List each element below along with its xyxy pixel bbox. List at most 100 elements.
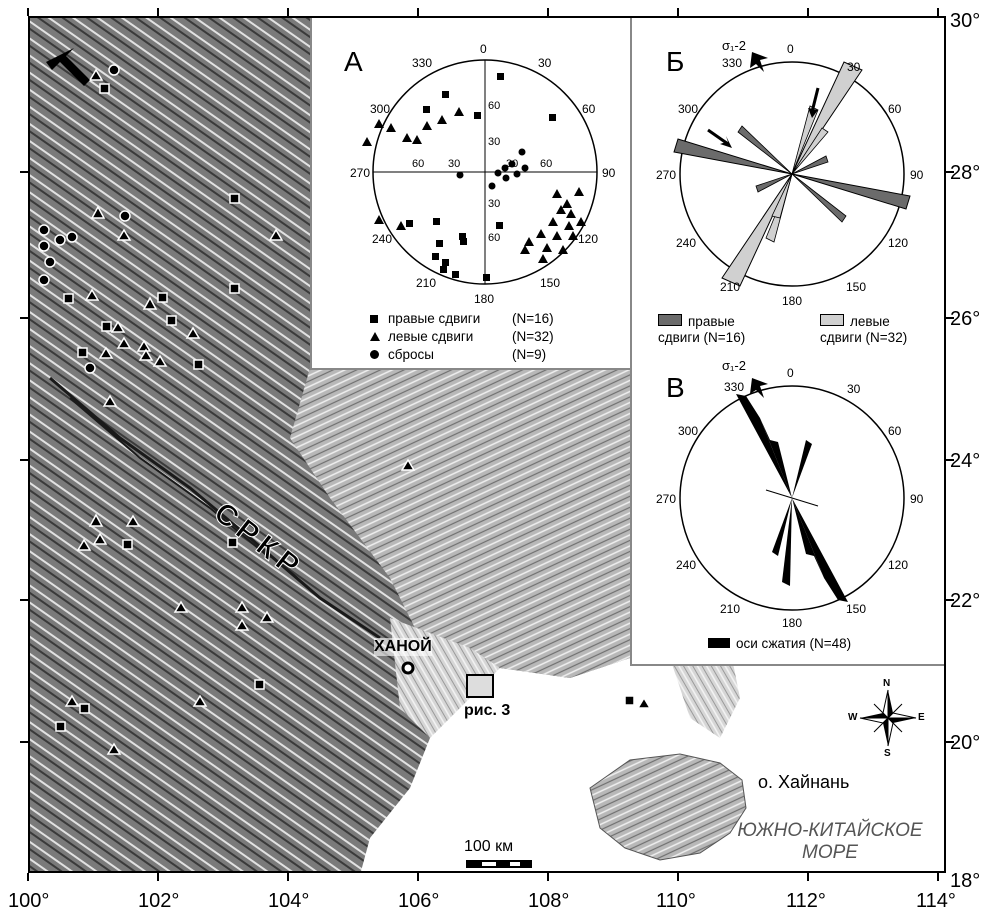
site-dextral bbox=[193, 359, 204, 370]
az-label: 0 bbox=[480, 42, 487, 56]
dip-label: 60 bbox=[412, 158, 425, 170]
inset-c-letter: В bbox=[666, 372, 685, 403]
az-label: 0 bbox=[787, 42, 794, 56]
legend-item: правые сдвиги (N=16) bbox=[370, 310, 554, 328]
site-dextral bbox=[77, 347, 88, 358]
lat-label: 18° bbox=[950, 870, 981, 892]
inset-b-letter: Б bbox=[666, 46, 685, 77]
compass-n-label: N bbox=[883, 678, 891, 689]
site-dextral bbox=[99, 83, 110, 94]
square-icon bbox=[370, 315, 378, 323]
legend-b-sinistral: левые сдвиги (N=32) bbox=[820, 314, 907, 346]
az-label: 150 bbox=[846, 280, 867, 294]
site-sinistral bbox=[192, 694, 208, 707]
lon-label: 102° bbox=[138, 890, 180, 912]
site-sinistral bbox=[234, 618, 250, 631]
field-sites bbox=[38, 64, 652, 755]
site-sinistral bbox=[90, 205, 106, 219]
site-sinistral bbox=[84, 288, 100, 301]
az-label: 270 bbox=[656, 492, 677, 506]
site-dextral bbox=[101, 321, 112, 332]
legend-a: правые сдвиги (N=16) левые сдвиги (N=32) с… bbox=[370, 310, 554, 364]
scale-label: 100 км bbox=[464, 838, 514, 855]
az-label: 120 bbox=[888, 236, 909, 250]
dip-label: 30 bbox=[488, 198, 501, 210]
site-dextral bbox=[229, 193, 240, 204]
az-label: 120 bbox=[578, 232, 599, 246]
legend-count: (N=9) bbox=[512, 347, 547, 362]
leizhou-peninsula bbox=[670, 648, 740, 738]
site-normal bbox=[44, 256, 56, 268]
inset-bc-panel: Б σ₁-2 0 30 330 300 60 270 90 240 120 21… bbox=[630, 18, 944, 666]
az-label: 90 bbox=[910, 168, 924, 182]
fault-line bbox=[49, 376, 381, 640]
sigma-arrow-icon bbox=[750, 378, 768, 398]
az-label: 120 bbox=[888, 558, 909, 572]
triangle-icon bbox=[370, 332, 380, 341]
site-sinistral bbox=[136, 339, 152, 352]
az-label: 180 bbox=[474, 292, 495, 306]
hanoi-label: ХАНОЙ bbox=[374, 638, 432, 656]
az-label: 30 bbox=[847, 60, 861, 74]
lat-label: 26° bbox=[950, 308, 981, 330]
legend-label: левые сдвиги bbox=[388, 329, 474, 344]
az-label: 300 bbox=[678, 102, 699, 116]
site-dextral bbox=[55, 721, 66, 732]
inset-a-letter: А bbox=[344, 46, 363, 77]
site-dextral bbox=[254, 679, 265, 690]
legend-b-dextral: правые сдвиги (N=16) bbox=[658, 314, 745, 346]
lowland-relief bbox=[290, 368, 630, 678]
az-label: 210 bbox=[416, 276, 437, 290]
sea-label: ЮЖНО-КИТАЙСКОЕ МОРЕ bbox=[720, 820, 940, 864]
az-label: 30 bbox=[847, 382, 861, 396]
az-label: 240 bbox=[372, 232, 393, 246]
site-sinistral bbox=[142, 296, 158, 310]
dip-label: 60 bbox=[488, 100, 501, 112]
site-sinistral bbox=[88, 68, 104, 81]
az-label: 300 bbox=[678, 424, 699, 438]
az-label: 210 bbox=[720, 280, 741, 294]
compression-arrow-icon bbox=[46, 48, 90, 86]
compass-rose-icon bbox=[859, 689, 917, 747]
site-sinistral bbox=[64, 694, 80, 707]
fig3-label[interactable]: рис. 3 bbox=[464, 702, 511, 719]
az-label: 150 bbox=[846, 602, 867, 616]
az-label: 330 bbox=[722, 56, 743, 70]
legend-count: (N=16) bbox=[512, 311, 554, 326]
az-label: 60 bbox=[888, 102, 902, 116]
inset-c-sigma: σ₁-2 bbox=[722, 358, 746, 373]
lon-label: 100° bbox=[8, 890, 50, 912]
site-sinistral bbox=[234, 600, 250, 613]
rose-diagram-b bbox=[673, 52, 911, 287]
inset-b-sigma: σ₁-2 bbox=[722, 38, 746, 53]
inset-a-panel: А bbox=[310, 18, 632, 370]
compression-swatch-icon bbox=[708, 638, 730, 648]
site-dextral bbox=[229, 283, 240, 294]
lat-label: 20° bbox=[950, 732, 981, 754]
site-sinistral bbox=[636, 696, 652, 709]
hainan-island bbox=[589, 753, 747, 861]
hanoi-city-icon bbox=[401, 661, 415, 675]
legend-item: левые сдвиги (N=32) bbox=[370, 328, 554, 346]
lon-label: 106° bbox=[398, 890, 440, 912]
legend-count: (N=32) bbox=[512, 329, 554, 344]
site-sinistral bbox=[259, 610, 275, 623]
legend-label: сдвиги (N=32) bbox=[820, 330, 908, 345]
lon-label: 114° bbox=[916, 890, 956, 912]
az-label: 60 bbox=[888, 424, 902, 438]
site-normal bbox=[38, 274, 50, 286]
dip-label: 60 bbox=[488, 232, 501, 244]
site-sinistral bbox=[152, 354, 168, 367]
legend-label: правые сдвиги bbox=[388, 311, 481, 326]
site-normal bbox=[54, 234, 66, 246]
site-sinistral bbox=[106, 742, 122, 755]
sea-label-line1: ЮЖНО-КИТАЙСКОЕ bbox=[737, 820, 923, 841]
map-frame[interactable]: СРКР ХАНОЙ рис. 3 о. Хайнань ЮЖНО-КИТАЙС… bbox=[28, 16, 946, 873]
az-label: 180 bbox=[782, 616, 803, 630]
compass-s-label: S bbox=[884, 748, 891, 759]
az-label: 30 bbox=[538, 56, 552, 70]
lat-label: 30° bbox=[950, 10, 981, 32]
site-sinistral bbox=[173, 600, 189, 613]
az-label: 270 bbox=[350, 166, 371, 180]
site-sinistral bbox=[116, 228, 132, 241]
